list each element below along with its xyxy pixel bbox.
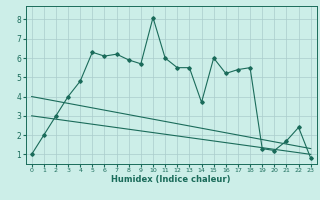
X-axis label: Humidex (Indice chaleur): Humidex (Indice chaleur): [111, 175, 231, 184]
